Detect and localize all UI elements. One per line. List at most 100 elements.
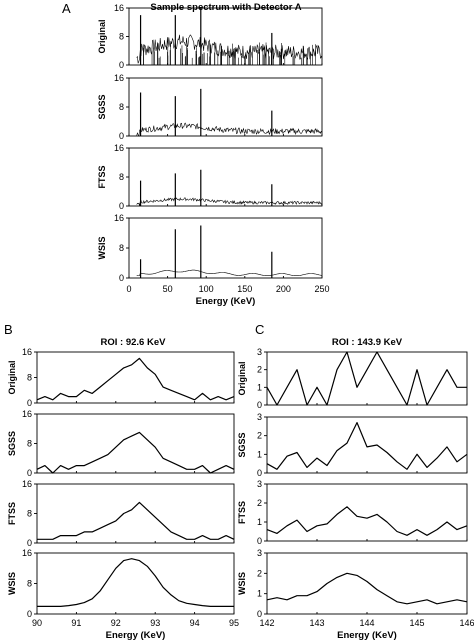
y-tick-label: 8 <box>27 509 32 519</box>
x-axis-label-a: Energy (KeV) <box>196 296 256 307</box>
y-tick-label: 16 <box>22 409 32 419</box>
y-tick-label: 8 <box>119 32 124 42</box>
y-axis-label: FTSS <box>237 501 247 524</box>
y-axis-label: Original <box>237 361 247 395</box>
y-tick-label: 0 <box>257 609 262 619</box>
y-tick-label: 2 <box>257 431 262 441</box>
y-tick-label: 16 <box>114 73 124 83</box>
x-axis-label-c: Energy (KeV) <box>337 630 397 640</box>
y-tick-label: 0 <box>257 536 262 546</box>
y-tick-label: 16 <box>114 3 124 13</box>
spectrum-baseline-trace <box>136 122 323 137</box>
x-tick-label: 95 <box>229 618 239 628</box>
x-tick-label: 146 <box>459 618 474 628</box>
x-tick-label: 50 <box>163 284 173 294</box>
y-tick-label: 3 <box>257 548 262 558</box>
plot-frame <box>266 483 468 542</box>
y-tick-label: 0 <box>257 400 262 410</box>
y-tick-label: 0 <box>119 201 124 211</box>
chart-title-c: ROI : 143.9 KeV <box>332 337 403 348</box>
y-tick-label: 0 <box>27 609 32 619</box>
subplot-b-sgss: 0 8 16 SGSS <box>7 409 235 478</box>
subplot-c-original: 0 1 2 3 Original <box>237 347 468 410</box>
subplot-a-wsis: 0 8 16 WSIS <box>97 213 323 283</box>
plot-frame <box>266 552 468 615</box>
y-axis-label: WSIS <box>97 236 107 259</box>
panel-label-a: A <box>62 1 71 16</box>
series-line <box>36 357 235 401</box>
chart-title-a: Sample spectrum with Detector A <box>150 2 301 13</box>
subplot-c-ftss: 0 1 2 3 FTSS <box>237 479 468 546</box>
spectrum-baseline-trace <box>136 269 323 276</box>
series-line <box>266 422 468 470</box>
subplot-a-original: 0 8 16 Original <box>97 3 323 70</box>
plot-frame <box>36 483 235 544</box>
y-axis-label: SGSS <box>7 431 17 456</box>
x-tick-label: 150 <box>237 284 252 294</box>
y-tick-label: 0 <box>119 131 124 141</box>
y-tick-label: 8 <box>27 439 32 449</box>
subplot-b-wsis: 0 8 16 WSIS <box>7 548 235 619</box>
x-tick-label: 144 <box>359 618 374 628</box>
y-tick-label: 8 <box>119 243 124 253</box>
series-line <box>266 351 467 406</box>
series-line <box>266 572 468 605</box>
y-axis-label: SGSS <box>237 432 247 457</box>
y-axis-label: Original <box>97 19 107 53</box>
spectrum-baseline-trace <box>136 197 323 206</box>
x-tick-label: 90 <box>32 618 42 628</box>
x-tick-label: 250 <box>314 284 329 294</box>
chart-title-b: ROI : 92.6 KeV <box>101 337 167 348</box>
x-tick-label: 143 <box>309 618 324 628</box>
y-axis-label: Original <box>7 360 17 394</box>
y-tick-label: 0 <box>119 60 124 70</box>
x-tick-label: 142 <box>259 618 274 628</box>
x-tick-label: 200 <box>276 284 291 294</box>
panel-label-b: B <box>4 322 13 337</box>
y-axis-label: FTSS <box>7 502 17 525</box>
y-tick-label: 16 <box>22 479 32 489</box>
y-tick-label: 2 <box>257 365 262 375</box>
plot-frame <box>266 351 468 406</box>
x-tick-label: 91 <box>71 618 81 628</box>
y-tick-label: 3 <box>257 412 262 422</box>
y-axis-label: WSIS <box>7 572 17 595</box>
series-line <box>266 506 468 536</box>
x-axis-label-b: Energy (KeV) <box>106 630 166 640</box>
panel-label-c: C <box>255 322 264 337</box>
plot-frame <box>36 552 235 615</box>
series-line <box>37 501 235 540</box>
x-tick-label: 100 <box>199 284 214 294</box>
plot-frame <box>128 77 323 137</box>
y-tick-label: 0 <box>119 273 124 283</box>
y-tick-label: 2 <box>257 498 262 508</box>
series-line <box>37 558 234 607</box>
y-tick-label: 0 <box>257 468 262 478</box>
y-tick-label: 3 <box>257 347 262 357</box>
y-tick-label: 1 <box>257 382 262 392</box>
subplot-c-sgss: 0 1 2 3 SGSS <box>237 412 468 478</box>
y-axis-label: FTSS <box>97 165 107 188</box>
plot-frame <box>266 416 468 474</box>
subplot-c-wsis: 0 1 2 3 WSIS <box>237 548 468 619</box>
y-tick-label: 16 <box>22 347 32 357</box>
y-axis-label: SGSS <box>97 94 107 119</box>
plot-frame <box>128 147 323 207</box>
y-tick-label: 16 <box>22 548 32 558</box>
x-tick-label: 94 <box>190 618 200 628</box>
y-tick-label: 8 <box>27 373 32 383</box>
plot-frame <box>36 413 235 474</box>
y-tick-label: 8 <box>119 102 124 112</box>
x-tick-label: 93 <box>150 618 160 628</box>
y-tick-label: 1 <box>257 517 262 527</box>
series-line <box>36 431 235 474</box>
y-tick-label: 3 <box>257 479 262 489</box>
x-tick-label: 145 <box>409 618 424 628</box>
plot-frame <box>128 217 323 279</box>
y-tick-label: 16 <box>114 213 124 223</box>
y-tick-label: 8 <box>27 579 32 589</box>
y-tick-label: 0 <box>27 538 32 548</box>
subplot-a-sgss: 0 8 16 SGSS <box>97 73 323 141</box>
y-tick-label: 0 <box>27 468 32 478</box>
